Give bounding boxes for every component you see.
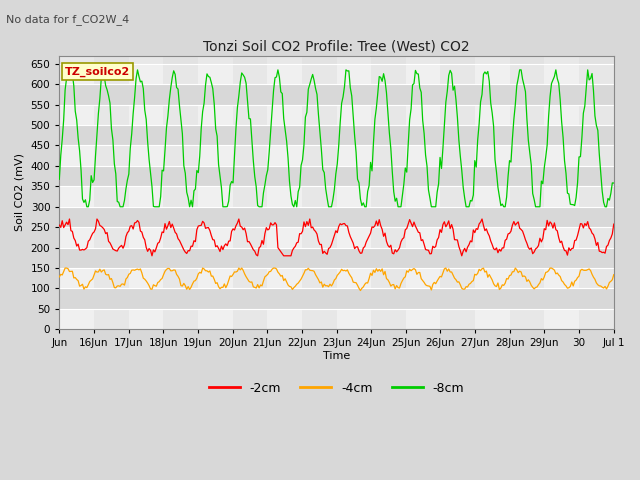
Bar [60,268,614,288]
Bar [60,166,614,186]
Bar [94,56,129,329]
Bar [60,309,614,329]
Text: TZ_soilco2: TZ_soilco2 [65,67,130,77]
Bar [60,145,614,166]
Bar [60,125,614,145]
Bar [60,207,614,227]
Bar [60,227,614,248]
Bar [163,56,198,329]
Bar [232,56,268,329]
Bar [371,56,406,329]
X-axis label: Time: Time [323,351,350,361]
Bar [579,56,614,329]
Bar [60,105,614,125]
Bar [302,56,337,329]
Bar [510,56,545,329]
Y-axis label: Soil CO2 (mV): Soil CO2 (mV) [15,154,25,231]
Bar [60,288,614,309]
Legend: -2cm, -4cm, -8cm: -2cm, -4cm, -8cm [204,377,470,400]
Bar [60,186,614,207]
Bar [440,56,475,329]
Text: No data for f_CO2W_4: No data for f_CO2W_4 [6,14,130,25]
Title: Tonzi Soil CO2 Profile: Tree (West) CO2: Tonzi Soil CO2 Profile: Tree (West) CO2 [204,39,470,53]
Bar [60,248,614,268]
Bar [60,84,614,105]
Bar [60,64,614,84]
